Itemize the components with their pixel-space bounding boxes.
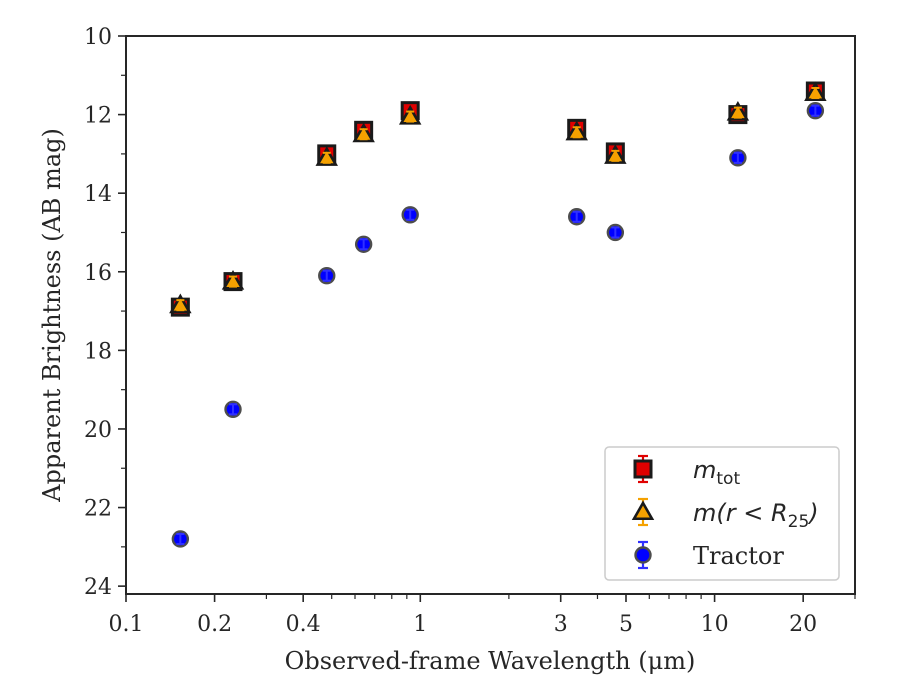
data-point-errorbar bbox=[359, 128, 368, 141]
plot-area bbox=[169, 81, 827, 548]
y-tick-label: 22 bbox=[84, 497, 112, 522]
x-tick-label: 0.4 bbox=[286, 612, 321, 637]
legend-box bbox=[604, 446, 840, 581]
x-tick-label: 20 bbox=[789, 612, 817, 637]
y-tick-label: 16 bbox=[84, 261, 112, 286]
data-point-errorbar bbox=[811, 104, 820, 117]
x-axis-title: Observed-frame Wavelength (μm) bbox=[285, 647, 696, 675]
axes: 0.1 0.2 0.4 1 3 5 10 20 10 12 14 16 18 20 22 24 bbox=[84, 25, 856, 637]
legend-label-main: m(r < R bbox=[693, 499, 788, 527]
plot-frame bbox=[125, 35, 856, 595]
y-tick-label: 12 bbox=[84, 104, 112, 129]
x-tick-label: 5 bbox=[619, 612, 633, 637]
y-tick-label: 10 bbox=[84, 25, 112, 50]
x-tick-label: 0.1 bbox=[109, 612, 144, 637]
x-tick-label: 10 bbox=[701, 612, 729, 637]
legend-label-subscript: tot bbox=[716, 469, 740, 489]
legend-marker bbox=[633, 459, 653, 479]
data-point-errorbar bbox=[733, 151, 742, 164]
data-point-errorbar bbox=[359, 238, 368, 251]
data-point-errorbar bbox=[572, 126, 581, 139]
legend-label-tail: ) bbox=[807, 499, 818, 527]
legend-marker bbox=[634, 546, 652, 564]
data-point-errorbar bbox=[229, 275, 238, 288]
series-1 bbox=[169, 81, 827, 314]
x-tick-label: 3 bbox=[554, 612, 568, 637]
data-point-errorbar bbox=[733, 106, 742, 119]
data-point-errorbar bbox=[176, 299, 185, 312]
legend-label: m(r < R25) bbox=[693, 499, 819, 532]
data-point-errorbar bbox=[406, 208, 415, 221]
y-tick-label: 20 bbox=[84, 418, 112, 443]
y-tick-label: 14 bbox=[84, 182, 112, 207]
data-point-errorbar bbox=[811, 86, 820, 99]
legend-label-subscript: 25 bbox=[788, 512, 810, 532]
data-point-errorbar bbox=[322, 269, 331, 282]
x-tick-label: 0.2 bbox=[197, 612, 232, 637]
legend-marker bbox=[631, 500, 655, 521]
data-point-errorbar bbox=[229, 403, 238, 416]
data-point-errorbar bbox=[406, 110, 415, 123]
data-point-errorbar bbox=[611, 149, 620, 162]
series-2 bbox=[171, 101, 825, 548]
data-point-errorbar bbox=[176, 532, 185, 545]
y-axis-title: Apparent Brightness (AB mag) bbox=[38, 128, 66, 503]
data-point-errorbar bbox=[611, 226, 620, 239]
legend-label-main: m bbox=[693, 456, 716, 484]
legend: mtot m(r < R25) Tractor bbox=[604, 446, 840, 581]
legend-label: mtot bbox=[693, 456, 740, 489]
legend-label: Tractor bbox=[693, 542, 784, 570]
series-0 bbox=[170, 81, 825, 317]
y-tick-label: 24 bbox=[84, 575, 112, 600]
x-tick-label: 1 bbox=[413, 612, 427, 637]
y-tick-label: 18 bbox=[84, 339, 112, 364]
data-point-errorbar bbox=[322, 151, 331, 164]
data-point-errorbar bbox=[572, 210, 581, 223]
